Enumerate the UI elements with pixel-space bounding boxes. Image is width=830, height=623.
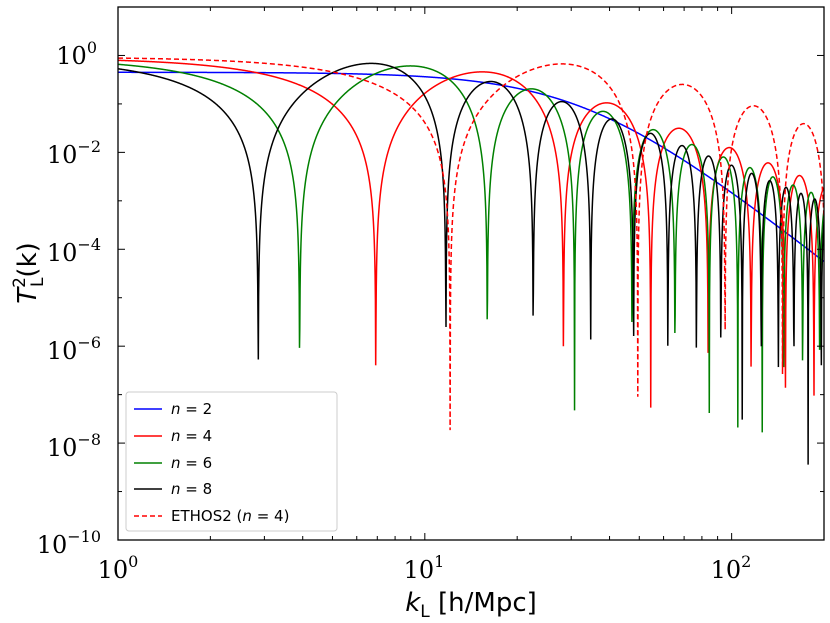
series-line-1: [118, 59, 824, 408]
series-line-2: [118, 63, 824, 433]
y-axis-label: T2L(k): [10, 242, 48, 304]
legend-label-n2: n = 2: [171, 400, 212, 418]
legend-label-n8: n = 8: [171, 480, 212, 498]
series-line-3: [118, 62, 824, 465]
y-tick-label: 10−6: [47, 333, 101, 365]
x-tick-label: 102: [711, 552, 752, 584]
y-tick-label: 10−4: [47, 235, 101, 267]
x-tick-label: 100: [98, 552, 139, 584]
legend-label-n6: n = 6: [171, 454, 212, 472]
series-line-0: [118, 71, 824, 263]
legend: n = 2 n = 4 n = 6 n = 8 ETHOS2 (n = 4): [125, 391, 338, 532]
y-tick-label: 10−8: [47, 430, 101, 462]
legend-label-n4: n = 4: [171, 427, 212, 445]
series-curves: [118, 57, 824, 465]
y-tick-label: 100: [56, 38, 97, 70]
series-line-4: [118, 57, 824, 431]
y-tick-label: 10−10: [37, 527, 101, 559]
legend-box: [125, 391, 338, 532]
y-tick-label: 10−2: [47, 137, 101, 169]
legend-label-ethos2: ETHOS2 (n = 4): [171, 507, 289, 525]
x-tick-label: 101: [404, 552, 445, 584]
x-axis-label: kL [h/Mpc]: [405, 588, 537, 622]
plot-frame: [117, 6, 825, 541]
